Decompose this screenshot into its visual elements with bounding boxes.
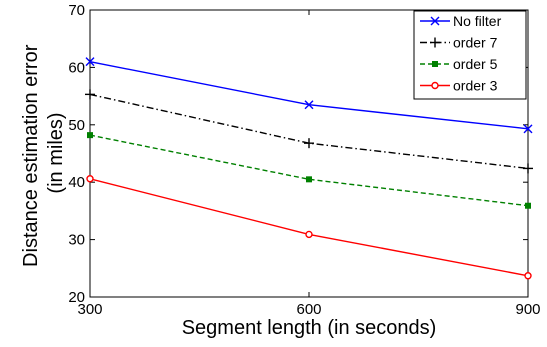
legend-label-order-5: order 5 [453,56,498,72]
y-axis-title-line-1: Distance estimation error [20,44,42,267]
legend-label-order-3: order 3 [453,78,498,94]
y-tick-label: 70 [68,2,85,19]
series-group [85,57,533,280]
y-tick-label: 40 [68,174,85,191]
data-point-order-7 [523,163,533,174]
legend-marker-order-3 [431,81,439,90]
y-tick-label: 30 [68,232,85,249]
data-point-order-3 [524,272,532,280]
series-line-order-5 [89,134,529,207]
y-tick-label: 60 [68,59,85,76]
data-point-no-filter [85,57,95,67]
data-point-no-filter [523,124,533,134]
legend-box [413,10,527,100]
data-point-order-5 [525,202,531,209]
legend-marker-no-filter [430,16,440,26]
legend: No filter order 7 order 5 order 3 [413,10,527,100]
legend-marker-order-7 [430,37,440,48]
x-tick-label: 600 [296,301,321,318]
legend-marker-order-5 [432,61,438,67]
data-point-order-5 [87,132,93,139]
y-axis-title: Distance estimation error (in miles) [20,39,67,267]
y-tick-label: 50 [68,117,85,134]
data-point-no-filter [304,100,314,110]
y-axis-title-line-2: (in miles) [45,112,67,193]
x-axis-title: Segment length (in seconds) [182,317,437,339]
y-tick-label: 20 [68,289,85,306]
x-tick-label: 900 [515,301,540,318]
legend-label-no-filter: No filter [453,13,502,29]
data-point-order-5 [306,176,312,183]
x-tick-label: 300 [77,301,102,318]
data-point-order-7 [304,138,314,149]
data-point-order-3 [305,230,313,239]
data-point-order-3 [86,175,94,183]
data-point-order-7 [85,89,95,100]
legend-label-order-7: order 7 [453,35,498,51]
